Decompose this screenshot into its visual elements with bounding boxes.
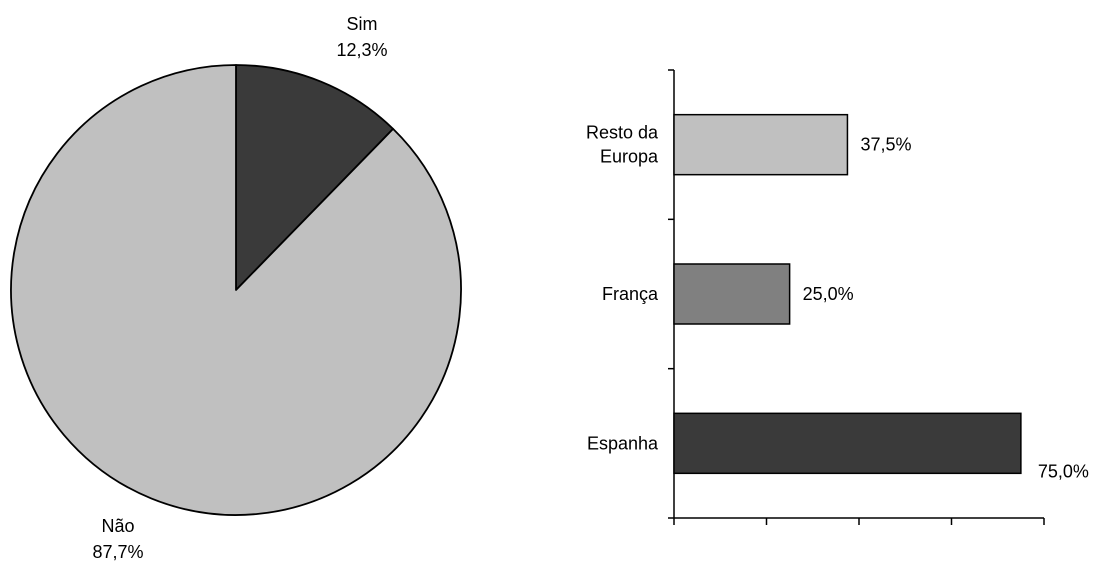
- bar-franca: [673, 263, 791, 325]
- bar-value-label-espanha: 75,0%: [1038, 461, 1089, 481]
- pie-slice-nao: [10, 64, 462, 516]
- pie-slice-value-nao: 87,7%: [92, 542, 143, 562]
- pie-slice-value-sim: 12,3%: [336, 40, 387, 60]
- category-label-resto-da-europa: Resto da Europa: [586, 123, 659, 167]
- bar-chart: Resto da Europa 37,5% França 25,0% Espanha 75,…: [586, 69, 1089, 525]
- pie-slice-sim: [235, 64, 394, 291]
- pie-chart: Sim 12,3% Não 87,7%: [10, 14, 462, 562]
- category-label-espanha: Espanha: [587, 433, 659, 453]
- bar-value-label-resto-da-europa: 37,5%: [860, 135, 911, 155]
- bar-espanha: [673, 412, 1022, 475]
- bar-resto-da-europa: [673, 113, 849, 176]
- category-label-franca: França: [602, 284, 659, 304]
- bar-value-label-franca: 25,0%: [803, 284, 854, 304]
- pie-slice-label-nao: Não: [101, 516, 134, 536]
- pie-slice-label-sim: Sim: [347, 14, 378, 34]
